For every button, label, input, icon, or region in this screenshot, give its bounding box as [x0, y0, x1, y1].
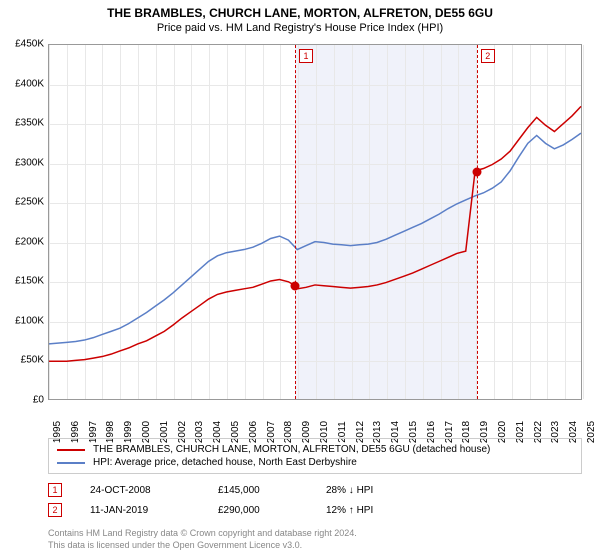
sale-vline — [295, 45, 296, 399]
y-tick-label: £450K — [0, 39, 44, 50]
sale-marker-box: 1 — [299, 49, 313, 63]
footer-attribution: Contains HM Land Registry data © Crown c… — [48, 528, 357, 551]
sale-diff: 12% ↑ HPI — [326, 505, 406, 516]
sale-vline — [477, 45, 478, 399]
title-block: THE BRAMBLES, CHURCH LANE, MORTON, ALFRE… — [0, 0, 600, 34]
sale-diff: 28% ↓ HPI — [326, 485, 406, 496]
sale-row: 1 24-OCT-2008 £145,000 28% ↓ HPI — [48, 480, 582, 500]
legend: THE BRAMBLES, CHURCH LANE, MORTON, ALFRE… — [48, 438, 582, 474]
footer-line1: Contains HM Land Registry data © Crown c… — [48, 528, 357, 540]
y-tick-label: £300K — [0, 157, 44, 168]
chart-container: THE BRAMBLES, CHURCH LANE, MORTON, ALFRE… — [0, 0, 600, 560]
sale-date: 11-JAN-2019 — [90, 505, 190, 516]
y-tick-label: £400K — [0, 78, 44, 89]
y-tick-label: £0 — [0, 395, 44, 406]
sale-dot — [472, 167, 481, 176]
y-tick-label: £150K — [0, 276, 44, 287]
legend-item-property: THE BRAMBLES, CHURCH LANE, MORTON, ALFRE… — [57, 443, 573, 456]
sales-table: 1 24-OCT-2008 £145,000 28% ↓ HPI 2 11-JA… — [48, 480, 582, 520]
y-tick-label: £350K — [0, 118, 44, 129]
chart-subtitle: Price paid vs. HM Land Registry's House … — [0, 22, 600, 34]
sale-marker-box: 2 — [481, 49, 495, 63]
sale-date: 24-OCT-2008 — [90, 485, 190, 496]
legend-item-hpi: HPI: Average price, detached house, Nort… — [57, 456, 573, 469]
x-tick-label: 2025 — [586, 421, 597, 443]
y-tick-label: £100K — [0, 315, 44, 326]
y-tick-label: £50K — [0, 355, 44, 366]
sale-price: £290,000 — [218, 505, 298, 516]
y-tick-label: £200K — [0, 236, 44, 247]
sale-marker-box: 1 — [48, 483, 62, 497]
sale-price: £145,000 — [218, 485, 298, 496]
legend-swatch — [57, 462, 85, 464]
legend-label: THE BRAMBLES, CHURCH LANE, MORTON, ALFRE… — [93, 444, 490, 455]
sale-dot — [290, 282, 299, 291]
legend-label: HPI: Average price, detached house, Nort… — [93, 457, 357, 468]
footer-line2: This data is licensed under the Open Gov… — [48, 540, 357, 552]
series-line-hpi — [49, 133, 581, 344]
plot-area: 12 — [48, 44, 582, 400]
chart-title: THE BRAMBLES, CHURCH LANE, MORTON, ALFRE… — [0, 6, 600, 20]
legend-swatch — [57, 449, 85, 451]
y-tick-label: £250K — [0, 197, 44, 208]
sale-row: 2 11-JAN-2019 £290,000 12% ↑ HPI — [48, 500, 582, 520]
sale-marker-box: 2 — [48, 503, 62, 517]
